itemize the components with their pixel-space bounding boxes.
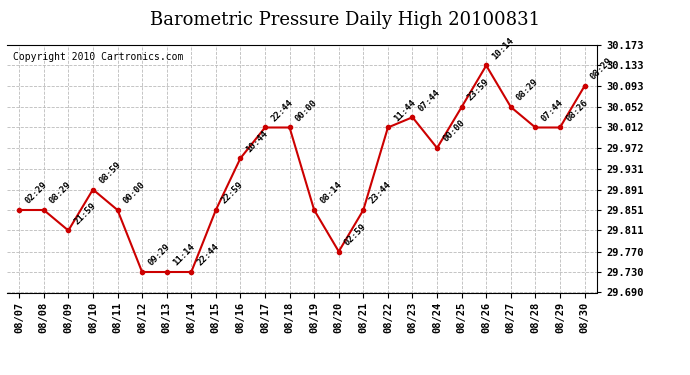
Text: 22:44: 22:44 <box>195 243 221 268</box>
Text: 10:14: 10:14 <box>491 36 515 62</box>
Text: 08:29: 08:29 <box>589 57 614 82</box>
Text: 21:59: 21:59 <box>72 201 98 226</box>
Text: 22:44: 22:44 <box>269 98 295 123</box>
Text: 08:14: 08:14 <box>318 180 344 206</box>
Text: 00:00: 00:00 <box>441 118 466 144</box>
Text: 09:29: 09:29 <box>146 243 172 268</box>
Text: 00:00: 00:00 <box>294 98 319 123</box>
Text: 23:59: 23:59 <box>466 78 491 103</box>
Text: 11:44: 11:44 <box>392 98 417 123</box>
Text: 08:29: 08:29 <box>515 78 540 103</box>
Text: Barometric Pressure Daily High 20100831: Barometric Pressure Daily High 20100831 <box>150 11 540 29</box>
Text: 11:14: 11:14 <box>171 243 196 268</box>
Text: 07:44: 07:44 <box>540 98 565 123</box>
Text: 07:44: 07:44 <box>417 88 442 113</box>
Text: 10:44: 10:44 <box>244 129 270 154</box>
Text: 08:59: 08:59 <box>97 160 122 185</box>
Text: 02:59: 02:59 <box>343 222 368 248</box>
Text: Copyright 2010 Cartronics.com: Copyright 2010 Cartronics.com <box>13 53 183 62</box>
Text: 23:44: 23:44 <box>368 180 393 206</box>
Text: 08:26: 08:26 <box>564 98 589 123</box>
Text: 22:59: 22:59 <box>220 180 246 206</box>
Text: 02:29: 02:29 <box>23 180 49 206</box>
Text: 08:29: 08:29 <box>48 180 73 206</box>
Text: 00:00: 00:00 <box>121 180 147 206</box>
